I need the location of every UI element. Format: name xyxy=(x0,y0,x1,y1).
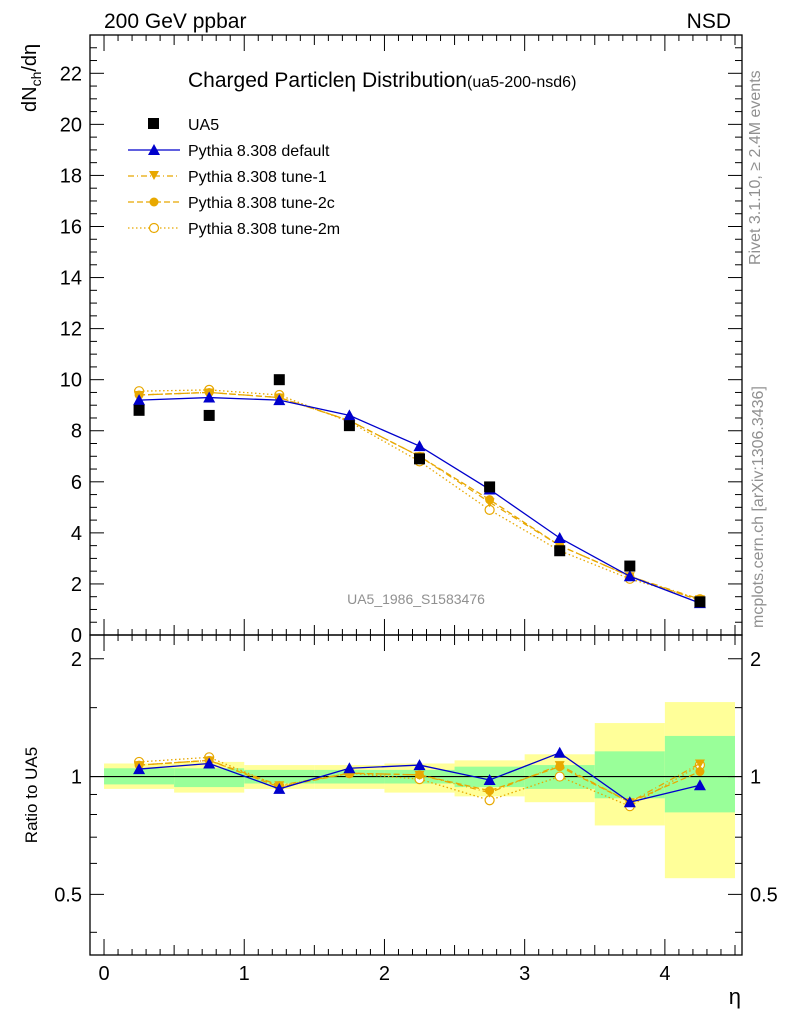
ratio-series-line-pythia-8-308-tune-1 xyxy=(139,759,701,803)
main-point-pythia-8-308-default xyxy=(343,409,356,421)
x-axis-label: η xyxy=(729,984,741,1009)
main-series-line-pythia-8-308-tune-1 xyxy=(139,391,701,600)
ratio-point-pythia-8-308-default xyxy=(483,773,496,785)
main-series-line-pythia-8-308-default xyxy=(139,396,701,604)
ratio-point-pythia-8-308-default xyxy=(623,796,636,808)
title-symbol: η xyxy=(344,69,356,92)
main-point-ua5 xyxy=(484,481,496,493)
main-point-pythia-8-308-default xyxy=(203,391,216,403)
title-tag: (ua5-200-nsd6) xyxy=(467,74,576,91)
main-y-tick-label: 18 xyxy=(60,165,82,187)
main-point-ua5 xyxy=(694,596,706,608)
ratio-plot-area: 0 1 2 3 4 0.5 0.5 1 1 2 2 xyxy=(54,634,778,985)
legend-marker-default xyxy=(148,144,160,155)
legend: UA5 Pythia 8.308 default Pythia 8.308 tu… xyxy=(128,117,340,238)
legend-label-tune2c: Pythia 8.308 tune-2c xyxy=(188,195,335,212)
ratio-point-pythia-8-308-tune-1 xyxy=(694,759,705,769)
legend-label-default: Pythia 8.308 default xyxy=(188,143,330,160)
ylabel-main: dN xyxy=(19,86,41,112)
main-point-ua5 xyxy=(624,560,636,572)
ylabel-rest: /dη xyxy=(19,44,41,72)
ratio-point-pythia-8-308-tune-1 xyxy=(484,788,495,798)
main-y-tick-label: 4 xyxy=(71,523,82,545)
ratio-point-pythia-8-308-tune-2m xyxy=(554,771,565,782)
legend-label-ua5: UA5 xyxy=(188,117,219,134)
ratio-point-pythia-8-308-default xyxy=(133,763,146,775)
main-point-pythia-8-308-tune-1 xyxy=(484,498,495,508)
main-y-tick-label: 22 xyxy=(60,63,82,85)
ratio-point-pythia-8-308-default xyxy=(413,759,426,771)
legend-marker-tune2m xyxy=(148,222,160,234)
x-tick-label: 0 xyxy=(98,963,109,985)
main-y-tick-label: 10 xyxy=(60,370,82,392)
legend-item-ua5: UA5 xyxy=(148,117,219,134)
main-y-tick-label: 8 xyxy=(71,421,82,443)
ratio-ylabel: Ratio to UA5 xyxy=(22,747,41,843)
main-series-line-pythia-8-308-tune-2m xyxy=(139,389,701,600)
legend-item-default: Pythia 8.308 default xyxy=(128,143,330,160)
ratio-point-pythia-8-308-default xyxy=(203,757,216,769)
legend-marker-ua5 xyxy=(148,118,159,129)
ratio-frame xyxy=(89,634,743,956)
legend-item-tune1: Pythia 8.308 tune-1 xyxy=(128,169,327,186)
main-ylabel: dNch/dη xyxy=(19,44,44,112)
ratio-point-pythia-8-308-tune-1 xyxy=(414,770,425,780)
legend-marker-tune1 xyxy=(149,171,159,180)
ratio-y-tick-label: 1 xyxy=(71,767,82,789)
main-point-ua5 xyxy=(414,453,426,465)
ratio-point-pythia-8-308-default xyxy=(343,762,356,774)
ratio-point-pythia-8-308-tune-2c xyxy=(695,767,705,777)
legend-marker-tune2c xyxy=(149,197,159,207)
legend-item-tune2c: Pythia 8.308 tune-2c xyxy=(128,195,335,212)
x-tick-label: 3 xyxy=(519,963,530,985)
main-point-ua5 xyxy=(203,409,215,421)
ratio-y-tick-label-right: 1 xyxy=(750,767,761,789)
main-y-tick-label: 6 xyxy=(71,472,82,494)
main-point-pythia-8-308-default xyxy=(553,531,566,543)
ylabel-sub: ch xyxy=(28,72,44,87)
main-point-ua5 xyxy=(273,374,285,386)
ratio-point-pythia-8-308-tune-1 xyxy=(554,761,565,771)
ratio-band-inner xyxy=(594,751,665,799)
main-point-pythia-8-308-default xyxy=(623,570,636,582)
watermark: UA5_1986_S1583476 xyxy=(347,591,485,607)
main-y-tick-label: 0 xyxy=(71,625,82,647)
header-left: 200 GeV ppbar xyxy=(104,10,246,33)
mcplots-label: mcplots.cern.ch [arXiv:1306.3436] xyxy=(750,386,767,628)
main-point-pythia-8-308-default xyxy=(133,394,146,406)
ratio-point-pythia-8-308-default xyxy=(553,746,566,758)
main-y-tick-label: 16 xyxy=(60,216,82,238)
ratio-y-tick-label: 0.5 xyxy=(54,884,82,906)
main-point-ua5 xyxy=(133,404,145,416)
main-title: Charged Particleη Distribution(ua5-200-n… xyxy=(188,69,576,92)
title-rest: Distribution xyxy=(356,69,467,92)
x-tick-label: 1 xyxy=(239,963,250,985)
main-point-pythia-8-308-default xyxy=(413,440,426,452)
main-y-tick-label: 14 xyxy=(60,268,82,290)
legend-label-tune2m: Pythia 8.308 tune-2m xyxy=(188,221,340,238)
title-text: Charged Particle xyxy=(188,69,344,92)
x-tick-label: 2 xyxy=(379,963,390,985)
svg-text:Charged Particleη Distribution: Charged Particleη Distribution(ua5-200-n… xyxy=(188,69,576,92)
x-tick-label: 4 xyxy=(659,963,670,985)
legend-label-tune1: Pythia 8.308 tune-1 xyxy=(188,169,327,186)
ratio-y-tick-label-right: 0.5 xyxy=(750,884,778,906)
main-point-pythia-8-308-default xyxy=(273,394,286,406)
main-y-tick-label: 2 xyxy=(71,574,82,596)
ratio-y-tick-label-right: 2 xyxy=(750,649,761,671)
main-y-tick-label: 12 xyxy=(60,319,82,341)
rivet-label: Rivet 3.1.10, ≥ 2.4M events xyxy=(747,70,764,265)
legend-item-tune2m: Pythia 8.308 tune-2m xyxy=(128,221,340,238)
ratio-band-inner xyxy=(174,768,245,788)
header-right: NSD xyxy=(687,10,731,33)
main-plot-area: 0 2 4 6 8 10 12 14 16 18 20 22 xyxy=(60,34,743,647)
main-point-ua5 xyxy=(554,545,566,557)
main-y-tick-label: 20 xyxy=(60,114,82,136)
ratio-point-pythia-8-308-default xyxy=(693,779,706,791)
ratio-y-tick-label: 2 xyxy=(71,649,82,671)
main-point-ua5 xyxy=(343,420,355,432)
ratio-point-pythia-8-308-default xyxy=(273,782,286,794)
